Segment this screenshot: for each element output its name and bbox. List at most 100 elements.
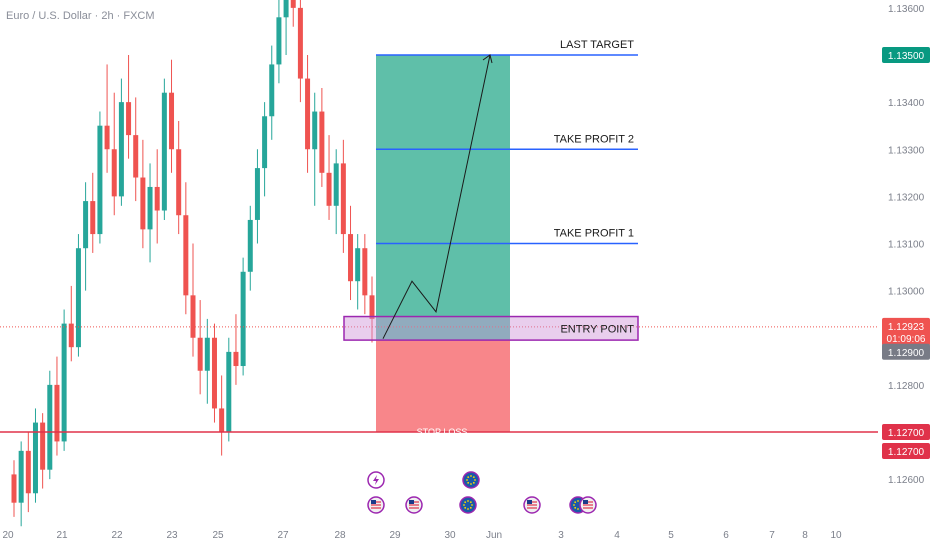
flag-star <box>463 504 465 506</box>
flag-star <box>467 481 470 484</box>
candle-body[interactable] <box>305 78 311 150</box>
y-tick-label: 1.12800 <box>888 381 925 392</box>
candle-body[interactable] <box>61 323 67 442</box>
profit-zone <box>376 55 510 341</box>
candle-body[interactable] <box>247 219 253 272</box>
candle-body[interactable] <box>262 116 268 169</box>
flag-star <box>469 506 472 509</box>
candle-body[interactable] <box>226 351 232 432</box>
flag-star <box>470 483 472 485</box>
candle-body[interactable] <box>254 168 260 220</box>
candle-body[interactable] <box>348 234 354 282</box>
candle-body[interactable] <box>83 201 89 249</box>
flag-star <box>464 506 467 509</box>
flag-canton <box>527 500 532 504</box>
flag-star <box>467 508 469 510</box>
candle-body[interactable] <box>140 177 146 230</box>
candle-body[interactable] <box>147 186 153 230</box>
candle-body[interactable] <box>154 186 160 211</box>
candle-body[interactable] <box>204 337 210 371</box>
candle-body[interactable] <box>169 92 175 150</box>
candle-body[interactable] <box>133 135 139 178</box>
candle-body[interactable] <box>25 450 31 494</box>
entry-zone[interactable] <box>343 315 639 341</box>
stop-loss-label: STOP LOSS <box>417 427 468 437</box>
x-tick-label: 3 <box>558 530 564 541</box>
flag-star <box>466 479 468 481</box>
candle-body[interactable] <box>269 64 275 117</box>
x-tick-label: 25 <box>212 530 224 541</box>
flag-star <box>573 504 575 506</box>
x-tick-label: 22 <box>111 530 123 541</box>
flag-star <box>574 506 577 509</box>
candle-body[interactable] <box>362 248 368 296</box>
x-tick-label: 7 <box>769 530 775 541</box>
candle-body[interactable] <box>97 125 103 235</box>
candle-body[interactable] <box>319 111 325 173</box>
candle-body[interactable] <box>32 422 38 494</box>
price-axis[interactable] <box>878 0 932 550</box>
projection-path <box>382 54 491 339</box>
candle-body[interactable] <box>219 408 225 432</box>
price-tag <box>882 317 930 346</box>
x-tick-label: 30 <box>444 530 456 541</box>
x-tick-label: 6 <box>723 530 729 541</box>
clock-icon[interactable] <box>462 471 480 489</box>
flag-star <box>472 476 475 479</box>
candle-body[interactable] <box>111 149 117 197</box>
candle-body[interactable] <box>68 323 74 348</box>
eu-flag-icon[interactable] <box>459 496 477 514</box>
candle-body[interactable] <box>11 474 17 503</box>
flag-star <box>470 475 472 477</box>
candle-body[interactable] <box>197 337 203 371</box>
flag-star <box>574 501 577 504</box>
flag-canton <box>583 500 588 504</box>
x-tick-label: 5 <box>668 530 674 541</box>
x-tick-label: 20 <box>2 530 14 541</box>
arrow-head-icon <box>482 54 493 64</box>
candle-body[interactable] <box>340 163 346 235</box>
candle-body[interactable] <box>104 125 110 150</box>
candle-body[interactable] <box>290 0 296 8</box>
candle-body[interactable] <box>297 7 303 79</box>
candle-body[interactable] <box>126 102 132 136</box>
price-tag <box>882 443 930 459</box>
candle-body[interactable] <box>326 172 332 206</box>
candle-body[interactable] <box>118 102 124 197</box>
candle-body[interactable] <box>161 92 167 211</box>
x-tick-label: 8 <box>802 530 808 541</box>
x-tick-label: 27 <box>277 530 289 541</box>
candle-body[interactable] <box>211 337 217 409</box>
candle-body[interactable] <box>355 248 361 282</box>
lightning-glyph <box>373 475 379 485</box>
price-tag-value: 1.12700 <box>888 447 925 458</box>
entry-point-label: ENTRY POINT <box>560 323 634 335</box>
candle-body[interactable] <box>47 384 53 470</box>
price-tag <box>882 424 930 440</box>
candle-body[interactable] <box>54 384 60 442</box>
candle-body[interactable] <box>233 351 239 367</box>
x-tick-label: 28 <box>334 530 346 541</box>
candle-body[interactable] <box>90 201 96 235</box>
candle-body[interactable] <box>40 422 46 470</box>
flag-star <box>474 479 476 481</box>
candle-body[interactable] <box>240 271 246 367</box>
candle-body[interactable] <box>283 0 289 18</box>
flag-star <box>471 504 473 506</box>
candle-body[interactable] <box>176 149 182 216</box>
candle-body[interactable] <box>190 295 196 338</box>
y-tick-label: 1.13600 <box>888 4 925 15</box>
candle-body[interactable] <box>75 248 81 348</box>
x-tick-label: 29 <box>389 530 401 541</box>
price-tag-value: 1.12923 <box>888 322 925 333</box>
candle-body[interactable] <box>369 295 375 319</box>
take-profit-1-label: TAKE PROFIT 1 <box>554 228 634 240</box>
last-target-label: LAST TARGET <box>560 39 634 51</box>
candle-body[interactable] <box>312 111 318 150</box>
candle-body[interactable] <box>18 450 24 503</box>
candle-body[interactable] <box>276 17 282 65</box>
candle-body[interactable] <box>183 215 189 296</box>
flag-star <box>577 508 579 510</box>
candle-body[interactable] <box>333 163 339 206</box>
